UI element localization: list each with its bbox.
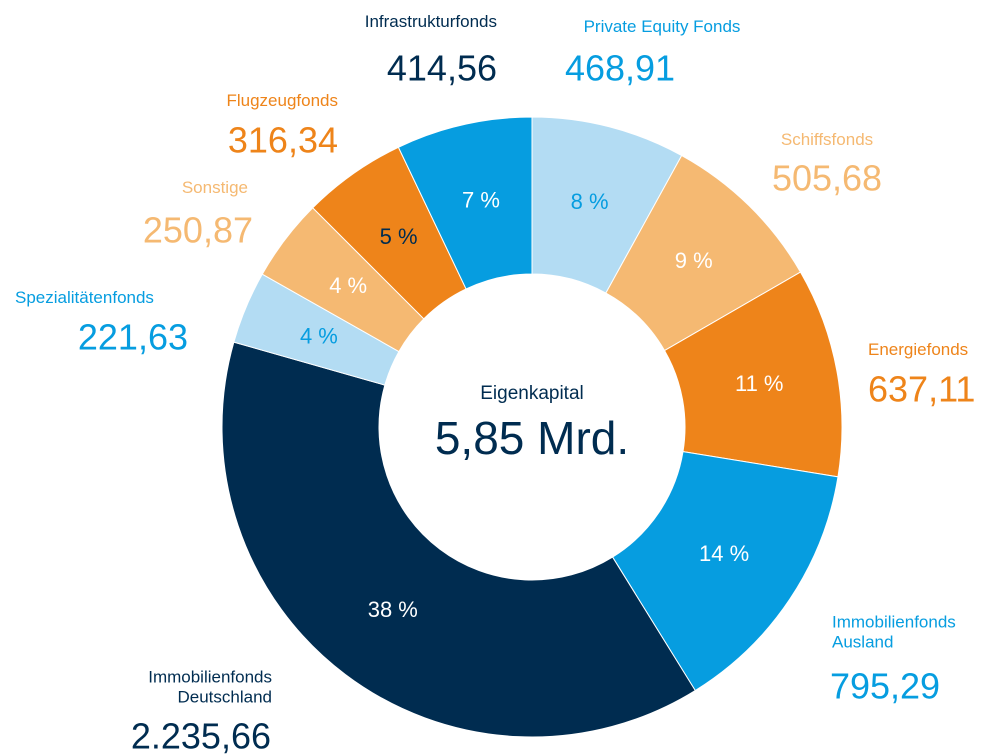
share-label: 9 % (675, 248, 713, 273)
share-label: 11 % (735, 371, 784, 396)
category-label: Immobilienfonds Deutschland (148, 667, 272, 706)
value-label: 316,34 (227, 119, 338, 161)
category-label: Private Equity Fonds (583, 17, 741, 37)
share-label: 38 % (368, 597, 418, 622)
center-value: 5,85 Mrd. (435, 412, 629, 464)
share-label: 8 % (571, 189, 609, 214)
slice (611, 451, 839, 692)
value-label: 795,29 (829, 665, 941, 707)
category-label: Schiffsfonds (780, 130, 874, 150)
value-label: 2.235,66 (130, 715, 271, 756)
category-label: Sonstige (181, 178, 248, 198)
share-label: 4 % (329, 273, 367, 298)
share-label: 7 % (462, 188, 500, 213)
share-label: 4 % (300, 324, 338, 349)
value-label: 221,63 (77, 316, 188, 358)
category-label: Spezialitätenfonds (15, 288, 154, 308)
category-label: Flugzeugfonds (226, 91, 338, 111)
slice (221, 341, 696, 738)
share-label: 14 % (699, 541, 749, 566)
value-label: 250,87 (142, 209, 253, 251)
category-label: Immobilienfonds Ausland (832, 612, 956, 651)
share-label: 5 % (380, 224, 418, 249)
category-label: Energiefonds (868, 340, 969, 360)
value-label: 637,11 (868, 368, 976, 410)
value-label: 414,56 (386, 47, 497, 89)
center-label: Eigenkapital (480, 383, 584, 404)
category-label: Infrastrukturfonds (364, 12, 497, 32)
value-label: 505,68 (771, 157, 883, 199)
slice (397, 116, 533, 290)
value-label: 468,91 (564, 47, 676, 89)
